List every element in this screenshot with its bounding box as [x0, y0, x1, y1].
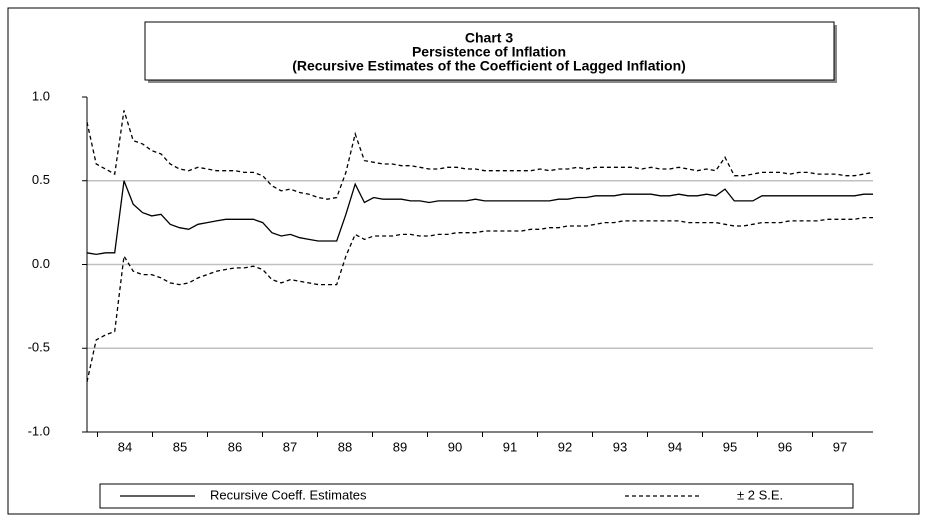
y-tick-label: 0.0: [32, 256, 50, 271]
x-tick-label: 86: [228, 439, 242, 454]
chart-title: (Recursive Estimates of the Coefficient …: [292, 58, 686, 74]
x-tick-label: 90: [448, 439, 462, 454]
y-tick-label: -1.0: [28, 423, 50, 438]
band-line: [86, 216, 873, 382]
x-tick-label: 87: [283, 439, 297, 454]
title-box: [144, 21, 835, 81]
x-tick-label: 94: [668, 439, 682, 454]
x-tick-label: 89: [393, 439, 407, 454]
y-tick-label: -0.5: [28, 340, 50, 355]
x-tick-label: 92: [558, 439, 572, 454]
outer-frame: [7, 7, 920, 515]
x-tick-label: 85: [173, 439, 187, 454]
x-tick-label: 84: [118, 439, 132, 454]
band-line: [86, 110, 874, 200]
estimate-line: [86, 180, 873, 256]
legend-label: ± 2 S.E.: [737, 487, 783, 502]
chart-title: Persistence of Inflation: [412, 44, 566, 60]
y-tick-label: 1.0: [32, 88, 50, 103]
x-tick-label: 91: [503, 439, 517, 454]
x-tick-label: 93: [613, 439, 627, 454]
legend-label: Recursive Coeff. Estimates: [210, 487, 367, 502]
x-tick-label: 96: [778, 439, 792, 454]
legend-box: [99, 483, 854, 509]
x-tick-label: 95: [723, 439, 737, 454]
y-tick-label: 0.5: [32, 172, 50, 187]
chart-title: Chart 3: [465, 30, 513, 46]
x-tick-label: 88: [338, 439, 352, 454]
x-tick-label: 97: [833, 439, 847, 454]
